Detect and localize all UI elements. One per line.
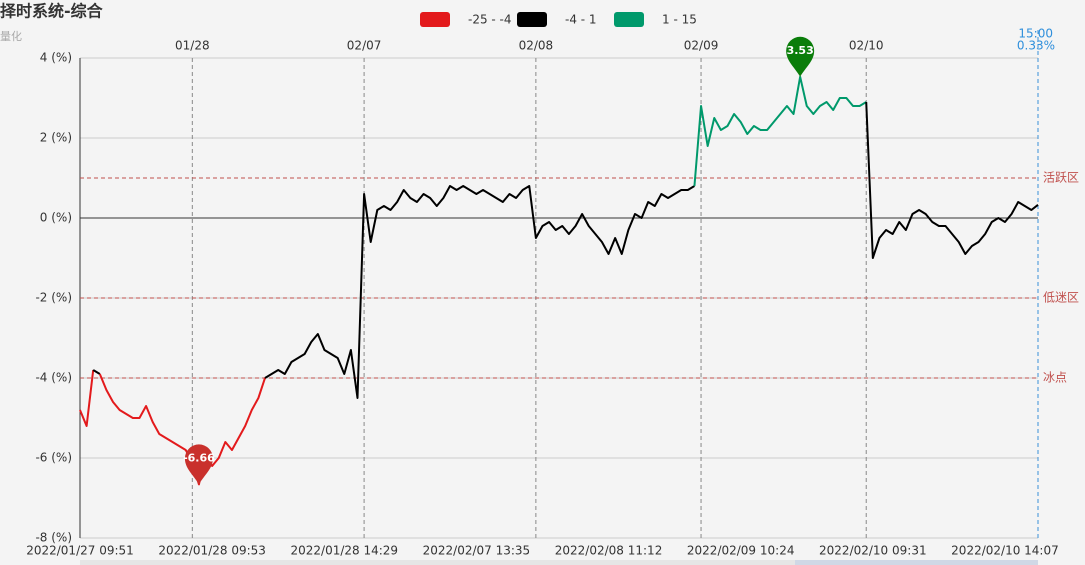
zoom-handle[interactable] <box>795 560 1038 565</box>
legend-label: -4 - 1 <box>565 13 597 27</box>
legend-swatch <box>614 12 644 27</box>
x-tick-label: 2022/02/10 09:31 <box>819 544 927 558</box>
legend-swatch <box>517 12 547 27</box>
y-tick-label: -8 (%) <box>35 531 72 545</box>
y-tick-label: -4 (%) <box>35 371 72 385</box>
threshold-label: 冰点 <box>1043 371 1067 385</box>
series-line <box>92 369 101 375</box>
x-tick-label: 2022/02/07 13:35 <box>423 544 531 558</box>
legend-label: -25 - -4 <box>468 13 512 27</box>
legend-swatch <box>420 12 450 27</box>
day-label: 02/10 <box>849 39 884 53</box>
max-pin-label: 3.53 <box>787 44 814 57</box>
y-tick-label: -2 (%) <box>35 291 72 305</box>
y-tick-label: 2 (%) <box>40 131 72 145</box>
series-line <box>693 75 867 187</box>
x-tick-label: 2022/02/09 10:24 <box>687 544 795 558</box>
min-pin <box>184 444 213 485</box>
min-pin-label: -6.66 <box>183 451 215 464</box>
y-tick-label: 4 (%) <box>40 51 72 65</box>
end-value: 0.33% <box>1017 39 1055 53</box>
x-tick-label: 2022/02/08 11:12 <box>555 544 663 558</box>
y-tick-label: -6 (%) <box>35 451 72 465</box>
series-line <box>865 101 1039 259</box>
legend-label: 1 - 15 <box>662 13 697 27</box>
chart-subtitle: 量化 <box>0 29 22 43</box>
threshold-label: 活跃区 <box>1043 171 1079 185</box>
x-tick-label: 2022/01/28 14:29 <box>290 544 398 558</box>
day-label: 02/07 <box>347 39 382 53</box>
end-time: 15:00 <box>1018 27 1053 41</box>
day-label: 02/08 <box>519 39 554 53</box>
threshold-label: 低迷区 <box>1043 291 1079 305</box>
zoom-slider[interactable] <box>80 560 1038 565</box>
day-label: 02/09 <box>684 39 719 53</box>
series-line <box>79 369 95 427</box>
x-tick-label: 2022/01/28 09:53 <box>158 544 266 558</box>
max-pin <box>786 36 815 77</box>
x-tick-label: 2022/01/27 09:51 <box>26 544 134 558</box>
series-line <box>264 185 695 399</box>
y-tick-label: 0 (%) <box>40 211 72 225</box>
series-line <box>98 373 266 486</box>
chart-title: 择时系统-综合 <box>0 2 104 21</box>
day-label: 01/28 <box>175 39 210 53</box>
x-tick-label: 2022/02/10 14:07 <box>951 544 1059 558</box>
